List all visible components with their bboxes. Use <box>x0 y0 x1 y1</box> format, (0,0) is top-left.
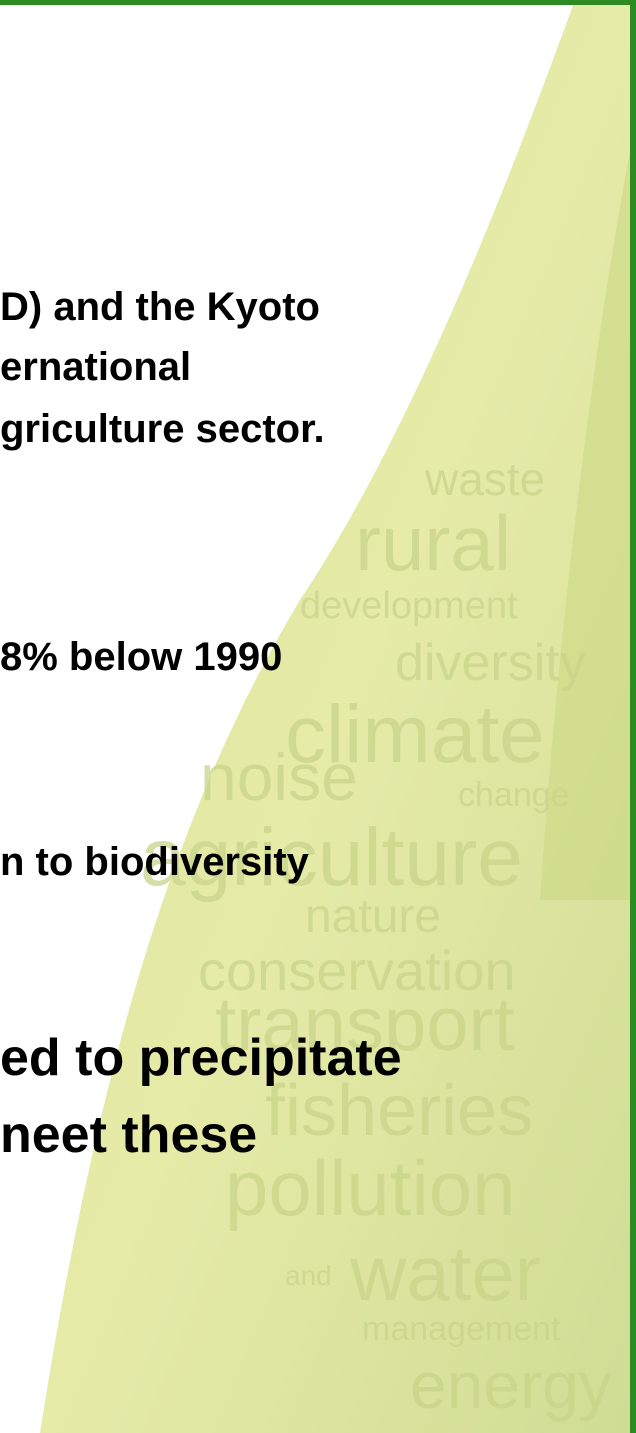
text-line: n to biodiversity <box>0 840 310 884</box>
background-word: waste <box>424 453 545 505</box>
background-word: nature <box>305 890 441 943</box>
background-word: rural <box>355 499 511 587</box>
top-border <box>0 0 636 5</box>
background-word: water <box>349 1229 541 1317</box>
text-line: ed to precipitate <box>0 1029 402 1087</box>
background-word: development <box>300 585 518 627</box>
text-line: D) and the Kyoto <box>0 285 320 329</box>
text-line: ernational <box>0 345 191 389</box>
background-word: and <box>285 1260 332 1291</box>
page: {"slide": { "lines": ["D) and the Kyoto"… <box>0 0 636 1433</box>
background-word: pollution <box>225 1144 516 1232</box>
text-line: neet these <box>0 1106 257 1164</box>
right-border <box>630 0 636 1433</box>
text-line: griculture sector. <box>0 407 325 451</box>
slide: wasteruraldevelopmentdiversityclimatenoi… <box>0 0 636 1433</box>
background-word: management <box>362 1310 561 1348</box>
background-word: energy <box>410 1348 612 1422</box>
background-word: diversity <box>395 634 586 692</box>
background-word: noise <box>200 740 358 814</box>
text-line: 8% below 1990 <box>0 635 282 679</box>
background-word: change <box>458 776 570 814</box>
